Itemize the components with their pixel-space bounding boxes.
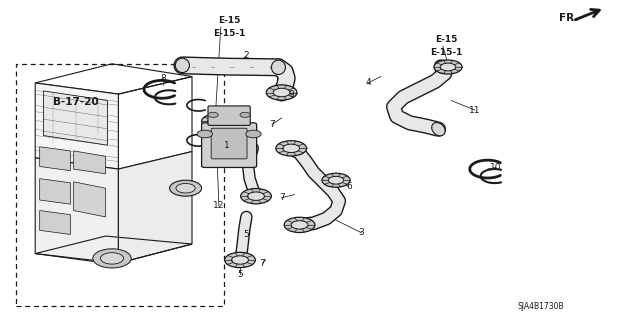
Text: 3: 3 xyxy=(359,228,364,237)
Text: 10: 10 xyxy=(490,163,502,172)
Ellipse shape xyxy=(431,122,445,136)
Text: 7: 7 xyxy=(269,120,275,129)
Text: 2: 2 xyxy=(244,51,249,60)
FancyBboxPatch shape xyxy=(202,123,257,167)
Circle shape xyxy=(434,60,462,74)
Circle shape xyxy=(291,221,308,229)
Text: 8: 8 xyxy=(161,74,166,83)
Circle shape xyxy=(176,183,195,193)
Text: 12: 12 xyxy=(213,201,225,210)
Text: 7: 7 xyxy=(279,193,284,202)
Circle shape xyxy=(241,189,271,204)
Text: 7: 7 xyxy=(260,259,265,268)
Text: 6: 6 xyxy=(346,182,351,191)
Circle shape xyxy=(284,217,315,233)
Circle shape xyxy=(328,176,344,184)
Text: 4: 4 xyxy=(365,78,371,87)
Ellipse shape xyxy=(175,58,189,73)
Polygon shape xyxy=(74,182,106,217)
Text: B-17-20: B-17-20 xyxy=(52,97,99,107)
Circle shape xyxy=(283,144,300,152)
Circle shape xyxy=(170,180,202,196)
Circle shape xyxy=(240,112,250,117)
Text: E-15: E-15 xyxy=(218,16,240,25)
Text: SJA4B1730B: SJA4B1730B xyxy=(518,302,564,311)
Circle shape xyxy=(440,63,456,71)
Text: 9: 9 xyxy=(289,90,294,99)
Polygon shape xyxy=(44,91,108,145)
Circle shape xyxy=(225,252,255,268)
Circle shape xyxy=(246,130,261,138)
Circle shape xyxy=(208,117,223,125)
Polygon shape xyxy=(40,147,70,171)
Polygon shape xyxy=(40,179,70,204)
Text: 5: 5 xyxy=(237,270,243,279)
Text: 11: 11 xyxy=(469,106,481,115)
FancyBboxPatch shape xyxy=(211,128,247,159)
Circle shape xyxy=(208,112,218,117)
Polygon shape xyxy=(74,151,106,174)
Circle shape xyxy=(202,114,230,128)
Polygon shape xyxy=(35,158,118,265)
Circle shape xyxy=(276,141,307,156)
FancyBboxPatch shape xyxy=(208,106,250,125)
Bar xyxy=(16,64,224,306)
Circle shape xyxy=(197,130,212,138)
Circle shape xyxy=(248,192,264,200)
Polygon shape xyxy=(35,83,118,169)
Circle shape xyxy=(322,173,350,187)
Text: E-15: E-15 xyxy=(436,35,458,44)
Polygon shape xyxy=(118,152,192,263)
Circle shape xyxy=(93,249,131,268)
Text: 5: 5 xyxy=(244,230,249,239)
Text: E-15-1: E-15-1 xyxy=(431,48,463,57)
Ellipse shape xyxy=(435,60,449,74)
Polygon shape xyxy=(40,211,70,234)
Circle shape xyxy=(100,253,124,264)
Text: E-15-1: E-15-1 xyxy=(213,29,245,38)
Text: 1: 1 xyxy=(225,141,230,150)
Circle shape xyxy=(232,256,248,264)
Circle shape xyxy=(266,85,297,100)
Ellipse shape xyxy=(271,60,285,75)
Text: FR.: FR. xyxy=(559,12,578,23)
Circle shape xyxy=(273,88,290,97)
